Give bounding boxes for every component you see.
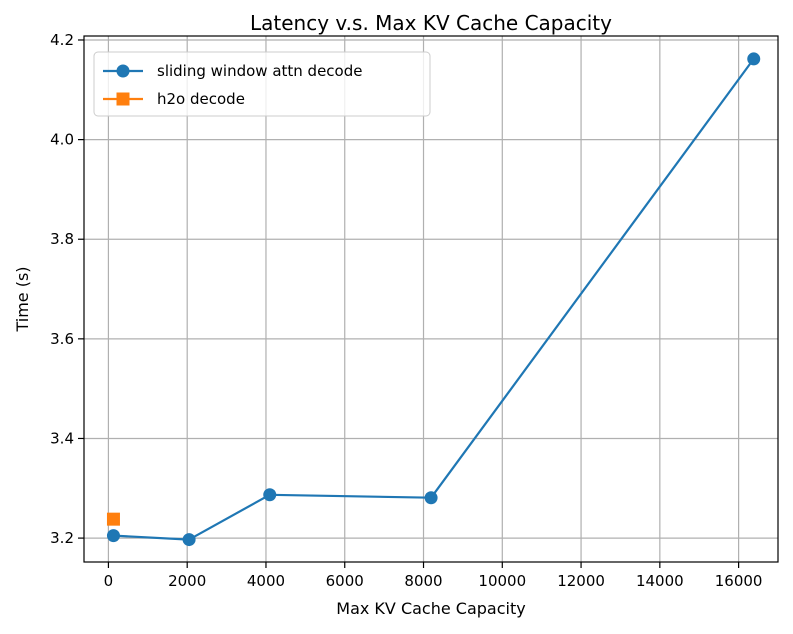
y-tick-label: 3.8	[50, 230, 74, 248]
x-axis: 0 2000 4000 6000 8000 10000 12000 14000 16000	[104, 562, 763, 590]
x-tick-label: 4000	[247, 572, 285, 590]
y-axis-title: Time (s)	[13, 266, 32, 332]
data-point	[106, 512, 120, 526]
legend-marker-sliding-window	[116, 64, 130, 78]
x-tick-label: 2000	[168, 572, 206, 590]
chart-title: Latency v.s. Max KV Cache Capacity	[250, 11, 612, 35]
data-point	[747, 52, 761, 66]
data-point	[106, 529, 120, 543]
plot-frame	[83, 35, 779, 563]
legend-label-h2o: h2o decode	[157, 90, 245, 108]
y-tick-label: 3.2	[50, 529, 74, 547]
x-tick-label: 8000	[404, 572, 442, 590]
x-tick-label: 6000	[326, 572, 364, 590]
x-tick-label: 16000	[715, 572, 763, 590]
series-0	[106, 52, 761, 547]
legend: sliding window attn decode h2o decode	[93, 51, 431, 117]
legend-entry-sliding-window: sliding window attn decode	[103, 62, 362, 80]
y-tick-label: 4.2	[50, 31, 74, 49]
x-tick-label: 10000	[478, 572, 526, 590]
legend-label-sliding-window: sliding window attn decode	[157, 62, 362, 80]
y-tick-label: 4.0	[50, 131, 74, 149]
y-tick-label: 3.4	[50, 429, 74, 447]
data-point	[263, 488, 277, 502]
grid-lines	[84, 36, 778, 562]
series-1	[106, 512, 120, 526]
legend-entry-h2o: h2o decode	[103, 90, 245, 108]
legend-marker-h2o	[116, 92, 130, 106]
data-point	[182, 533, 196, 547]
legend-box	[93, 51, 431, 117]
x-tick-label: 0	[104, 572, 114, 590]
series-layer	[106, 52, 761, 547]
y-tick-label: 3.6	[50, 330, 74, 348]
plot-background	[84, 36, 778, 562]
x-axis-title: Max KV Cache Capacity	[336, 599, 525, 618]
data-point	[424, 491, 438, 505]
x-tick-label: 14000	[636, 572, 684, 590]
y-axis: 3.2 3.4 3.6 3.8 4.0 4.2	[50, 31, 84, 547]
x-tick-label: 12000	[557, 572, 605, 590]
